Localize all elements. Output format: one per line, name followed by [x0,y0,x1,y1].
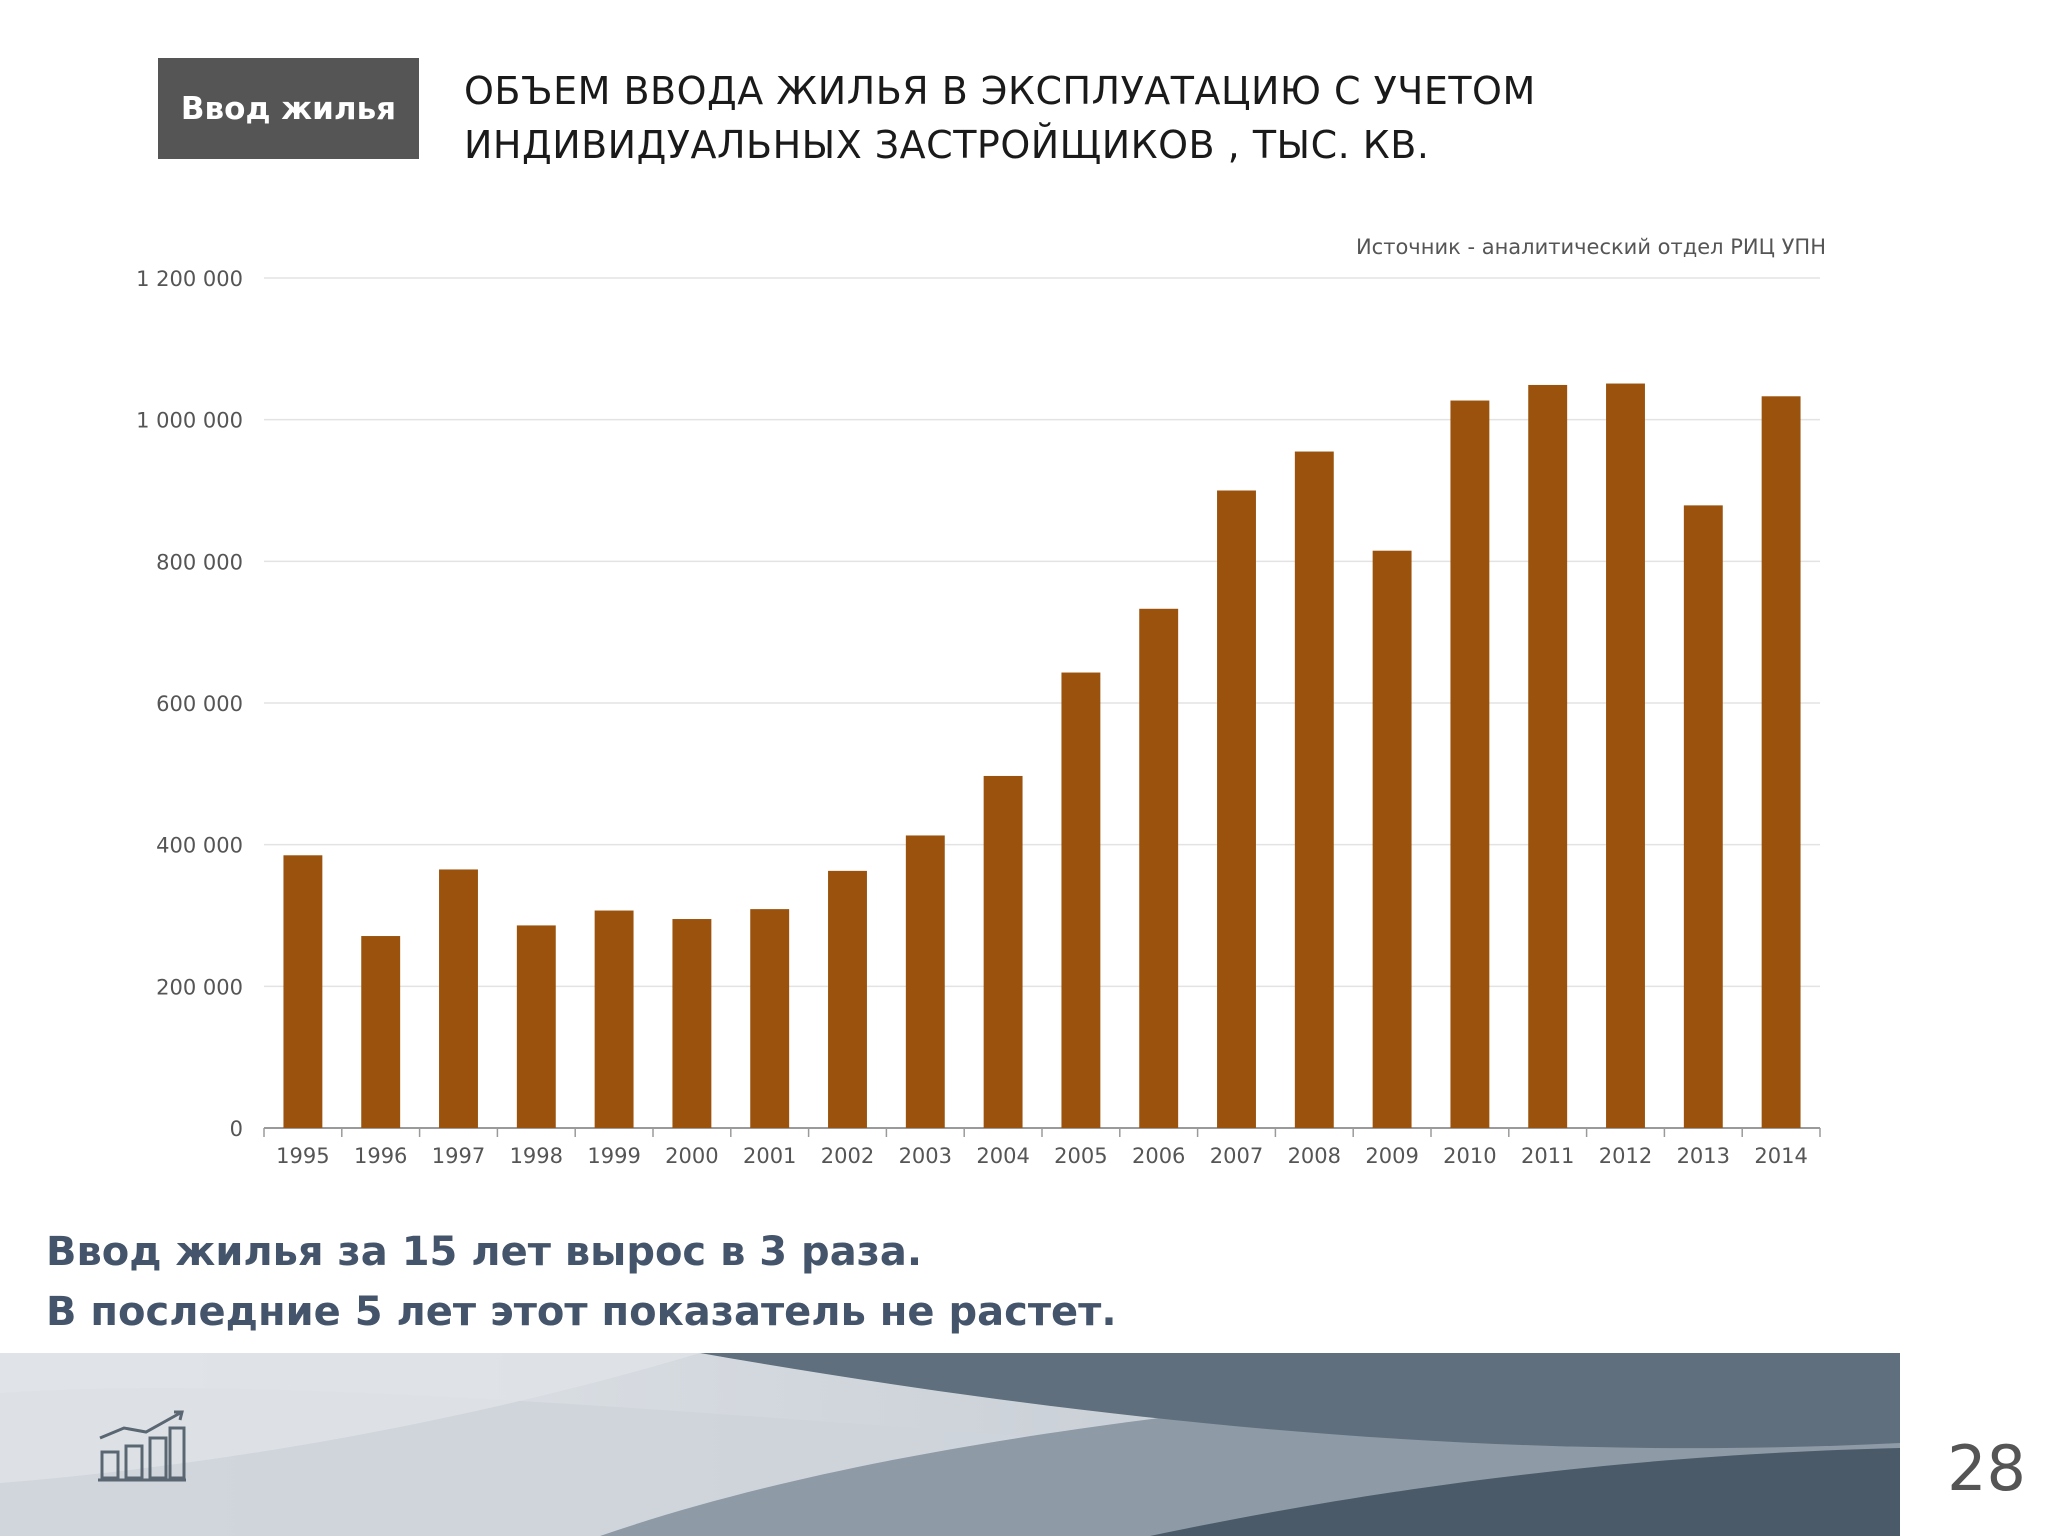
x-tick-label: 2011 [1521,1144,1574,1168]
y-tick-label: 0 [230,1117,243,1141]
x-tick-label: 1996 [354,1144,407,1168]
y-tick-label: 800 000 [156,550,243,574]
x-tick-label: 2009 [1365,1144,1418,1168]
section-tag: Ввод жилья [158,58,419,159]
bar-2008 [1294,451,1334,1129]
bar-2005 [1061,672,1101,1128]
x-tick-label: 2003 [899,1144,952,1168]
bar-2011 [1528,384,1568,1128]
bar-2007 [1217,490,1256,1128]
bar-2000 [672,919,712,1128]
section-tag-label: Ввод жилья [180,90,397,127]
conclusion-line-1: Ввод жилья за 15 лет вырос в 3 раза. [46,1229,923,1275]
x-tick-label: 2007 [1210,1144,1263,1168]
x-tick-label: 2002 [821,1144,874,1168]
growth-chart-icon [98,1410,186,1482]
source-note: Источник - аналитический отдел РИЦ УПН [1355,235,1826,259]
y-tick-label: 600 000 [156,692,243,716]
x-tick-label: 2010 [1443,1144,1496,1168]
x-tick-label: 2008 [1288,1144,1341,1168]
bar-2012 [1606,383,1645,1129]
x-tick-label: 2004 [976,1144,1029,1168]
bar-1996 [361,936,401,1128]
page-title-line-2: ИНДИВИДУАЛЬНЫХ ЗАСТРОЙЩИКОВ , ТЫС. КВ. [464,123,1430,167]
y-tick-label: 400 000 [156,834,243,858]
bar-1999 [594,910,634,1128]
bar-2010 [1450,400,1490,1129]
x-tick-label: 1997 [432,1144,485,1168]
y-tick-label: 200 000 [156,975,243,999]
x-tick-label: 2012 [1599,1144,1652,1168]
x-tick-label: 1999 [587,1144,640,1168]
bar-1995 [283,855,323,1128]
page-title: ОБЪЕМ ВВОДА ЖИЛЬЯ В ЭКСПЛУАТАЦИЮ С УЧЕТО… [464,64,1644,172]
conclusion-line-2: В последние 5 лет этот показатель не рас… [46,1289,1117,1335]
footer-band [0,1353,1900,1536]
bar-chart: 0 200 000 400 000 600 000 800 000 1 000 000 1 … [136,267,1821,1168]
x-tick-label: 2001 [743,1144,796,1168]
bar-1997 [439,869,478,1128]
bar-2006 [1139,608,1179,1128]
y-tick-label: 1 000 000 [136,409,243,433]
x-tick-label: 2000 [665,1144,718,1168]
y-tick-label: 1 200 000 [136,267,243,291]
x-tick-label: 2005 [1054,1144,1107,1168]
bar-2014 [1761,396,1801,1129]
page-number: 28 [1947,1432,2026,1505]
x-tick-label: 2013 [1677,1144,1730,1168]
bar-1998 [516,925,556,1128]
page-title-line-1: ОБЪЕМ ВВОДА ЖИЛЬЯ В ЭКСПЛУАТАЦИЮ С УЧЕТО… [464,69,1536,113]
bar-2009 [1372,550,1412,1128]
bar-2001 [750,909,790,1128]
x-tick-label: 2006 [1132,1144,1185,1168]
bar-2002 [828,870,867,1128]
conclusion-text: Ввод жилья за 15 лет вырос в 3 раза. В п… [46,1222,1117,1342]
bar-2004 [983,775,1023,1128]
x-tick-label: 2014 [1754,1144,1807,1168]
x-tick-label: 1998 [510,1144,563,1168]
bar-2013 [1683,505,1723,1128]
x-tick-label: 1995 [276,1144,329,1168]
bar-2003 [905,835,945,1128]
